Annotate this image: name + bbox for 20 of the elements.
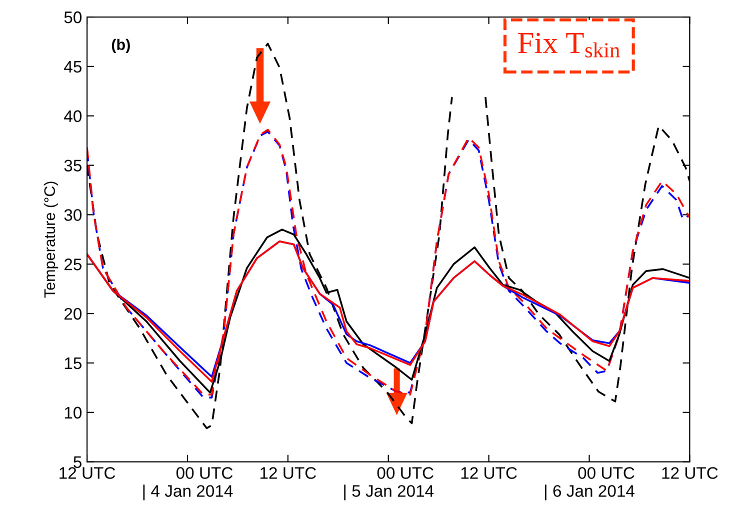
x-tick-label: 12 UTC [662,467,718,479]
y-tick-label: 25 [64,258,82,270]
y-tick-label: 35 [64,160,82,172]
y-tick-label: 20 [64,308,82,320]
y-tick-label: 15 [64,358,82,370]
y-tick-label: 10 [64,406,82,419]
x-tick-label: 00 UTC | 4 Jan 2014 [143,467,233,500]
annotation: Fix T$_{skin}$ [518,32,620,58]
x-tick-label: 12 UTC [461,467,517,479]
y-tick-label: 5 [74,456,82,468]
y-tick-label: 30 [64,209,82,221]
y-tick-label: 45 [64,61,82,73]
x-tick-label: 00 UTC | 6 Jan 2014 [545,467,634,500]
y-tick-label: 50 [64,11,82,24]
x-tick-label: 12 UTC [60,467,116,479]
y-axis-title: Temperature (°C) [44,182,58,298]
y-tick-label: 40 [64,110,82,122]
annotation: (b) [112,38,130,54]
x-tick-label: 00 UTC | 5 Jan 2014 [344,467,434,500]
x-tick-label: 12 UTC [260,467,316,479]
